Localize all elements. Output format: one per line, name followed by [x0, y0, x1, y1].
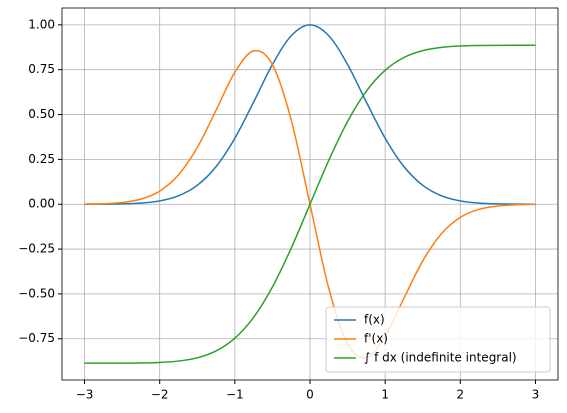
x-tick-label: 3	[532, 388, 540, 402]
y-tick-label: 0.75	[28, 62, 55, 76]
legend-label: f'(x)	[364, 332, 388, 346]
plot-frame	[61, 7, 559, 381]
y-tick-label: −0.50	[18, 286, 55, 300]
y-tick-label: −0.25	[18, 242, 55, 256]
y-tick-label: 0.50	[28, 107, 55, 121]
legend-box	[325, 306, 551, 373]
y-tick-label: 0.25	[28, 152, 55, 166]
x-tick-label: −2	[151, 388, 169, 402]
y-tick-label: 1.00	[28, 17, 55, 31]
y-tick-label: −0.75	[18, 331, 55, 345]
legend-label: f(x)	[364, 313, 385, 327]
legend-label: ∫ f dx (indefinite integral)	[364, 351, 517, 365]
x-tick-label: 1	[381, 388, 389, 402]
x-tick-label: −3	[76, 388, 94, 402]
x-tick-label: −1	[226, 388, 244, 402]
legend: f(x) f'(x) ∫ f dx (indefinite integral)	[325, 306, 551, 373]
x-tick-label: 2	[456, 388, 464, 402]
y-tick-label: 0.00	[28, 197, 55, 211]
series-line	[84, 24, 536, 205]
x-tick-label: 0	[306, 388, 314, 402]
series-line	[84, 44, 536, 364]
